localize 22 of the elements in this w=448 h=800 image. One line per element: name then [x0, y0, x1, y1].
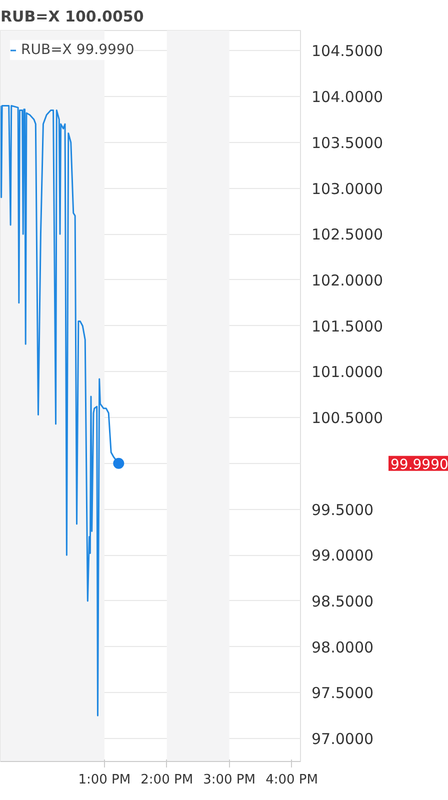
y-tick-label: 98.0000 — [312, 638, 374, 656]
text: 99.9990 — [390, 456, 448, 473]
y-tick-label: 101.0000 — [312, 363, 384, 382]
x-tick-label: 2:00 PM — [140, 772, 194, 788]
y-tick-label: 99.5000 — [312, 500, 374, 519]
y-tick-label: 97.5000 — [312, 684, 374, 702]
y-tick-label: 104.5000 — [312, 42, 384, 60]
y-tick-label: 100.5000 — [312, 409, 384, 428]
x-tick-label: 1:00 PM — [78, 772, 131, 788]
y-tick-label: 97.0000 — [312, 730, 374, 748]
chart-title: RUB=X 100.0050 — [0, 8, 144, 26]
y-tick-label: 103.5000 — [312, 134, 384, 152]
x-tick-label: 3:00 PM — [203, 772, 256, 788]
y-tick-label: 98.5000 — [312, 592, 374, 610]
legend-label: RUB=X 99.9990 — [21, 42, 134, 58]
y-tick-label: 102.5000 — [312, 226, 384, 244]
y-tick-label: 99.0000 — [312, 546, 374, 565]
y-tick-label: 104.0000 — [312, 88, 384, 106]
y-tick-label: 102.0000 — [312, 271, 384, 290]
y-tick-label: 101.5000 — [312, 317, 384, 336]
y-tick-label: 103.0000 — [312, 180, 384, 198]
x-tick-label: 4:00 PM — [266, 772, 318, 788]
